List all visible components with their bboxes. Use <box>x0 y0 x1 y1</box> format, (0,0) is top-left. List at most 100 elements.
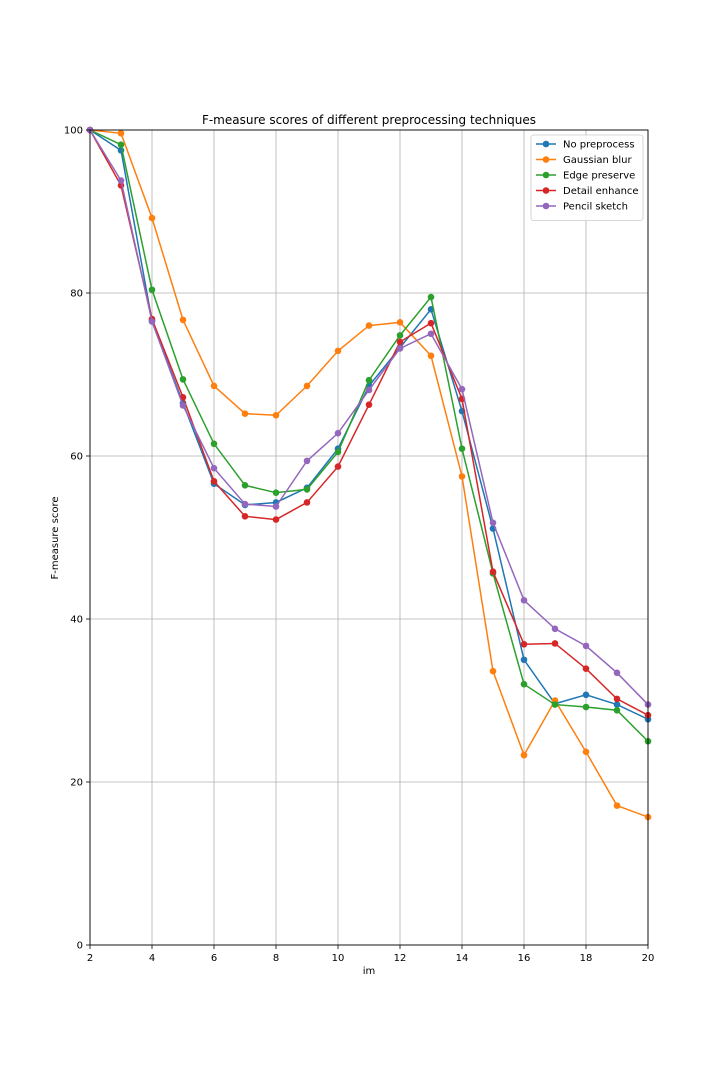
plot-frame <box>89 129 649 946</box>
data-point-gaussian-blur <box>520 751 528 759</box>
data-point-no-preprocess <box>520 656 528 664</box>
data-point-pencil-sketch <box>148 318 156 325</box>
data-point-pencil-sketch <box>427 330 435 338</box>
data-point-gaussian-blur <box>148 214 156 222</box>
series-layer <box>86 126 652 821</box>
data-point-edge-preserve <box>458 445 466 452</box>
data-point-gaussian-blur <box>334 347 342 355</box>
data-point-detail-enhance <box>241 513 249 520</box>
data-point-gaussian-blur <box>272 411 280 419</box>
data-point-detail-enhance <box>396 338 404 346</box>
data-point-detail-enhance <box>210 477 218 485</box>
data-point-no-preprocess <box>613 701 621 708</box>
tick-layer: 2 4 6 8 10 12 14 16 18 20 0 20 40 60 80 100 <box>64 126 654 965</box>
y-tick-label: 0 <box>77 941 83 952</box>
data-point-pencil-sketch <box>458 385 466 393</box>
legend: No preprocess Gaussian blur Edge preserve D… <box>530 134 644 221</box>
data-point-gaussian-blur <box>179 316 187 324</box>
legend-label: Edge preserve <box>563 171 635 182</box>
legend-swatch-marker <box>542 156 550 163</box>
data-point-detail-enhance <box>427 319 435 327</box>
series-line-gaussian-blur <box>89 129 649 818</box>
data-point-pencil-sketch <box>551 625 559 633</box>
data-point-pencil-sketch <box>272 503 280 510</box>
data-point-pencil-sketch <box>582 642 590 650</box>
legend-label: No preprocess <box>563 140 635 151</box>
legend-item: Detail enhance <box>536 186 639 197</box>
data-point-edge-preserve <box>551 701 559 708</box>
x-tick-label: 20 <box>642 953 655 964</box>
legend-label: Detail enhance <box>563 186 639 197</box>
data-point-pencil-sketch <box>210 464 218 472</box>
data-point-detail-enhance <box>272 516 280 523</box>
data-point-detail-enhance <box>613 695 621 703</box>
data-point-edge-preserve <box>365 376 373 384</box>
series-gaussian-blur <box>86 126 652 821</box>
data-point-gaussian-blur <box>365 322 373 329</box>
data-point-detail-enhance <box>489 568 497 576</box>
x-tick-label: 4 <box>149 953 155 964</box>
legend-label: Pencil sketch <box>563 202 628 213</box>
y-tick-label: 60 <box>70 452 83 463</box>
x-tick-label: 10 <box>332 953 345 964</box>
data-point-gaussian-blur <box>241 410 249 417</box>
data-point-edge-preserve <box>179 376 187 383</box>
x-tick-label: 8 <box>273 953 279 964</box>
series-line-edge-preserve <box>89 129 649 742</box>
legend-item: No preprocess <box>536 140 635 151</box>
data-point-pencil-sketch <box>365 386 373 394</box>
data-point-gaussian-blur <box>613 802 621 809</box>
data-point-pencil-sketch <box>334 429 342 437</box>
data-point-pencil-sketch <box>396 345 404 352</box>
chart-title: F-measure scores of different preprocess… <box>202 113 536 127</box>
data-point-edge-preserve <box>396 332 404 339</box>
data-point-pencil-sketch <box>117 177 125 184</box>
y-tick-label: 40 <box>70 615 83 626</box>
legend-item: Pencil sketch <box>536 202 628 213</box>
data-point-edge-preserve <box>117 141 125 148</box>
data-point-pencil-sketch <box>520 596 528 604</box>
data-point-edge-preserve <box>241 482 249 489</box>
data-point-edge-preserve <box>210 440 218 448</box>
data-point-edge-preserve <box>334 448 342 456</box>
data-point-gaussian-blur <box>396 319 404 326</box>
data-point-gaussian-blur <box>210 382 218 390</box>
data-point-edge-preserve <box>520 680 528 688</box>
data-point-pencil-sketch <box>241 500 249 508</box>
data-point-pencil-sketch <box>489 519 497 527</box>
data-point-edge-preserve <box>582 703 590 711</box>
data-point-edge-preserve <box>427 293 435 301</box>
data-point-detail-enhance <box>520 640 528 648</box>
data-point-no-preprocess <box>582 691 590 699</box>
data-point-gaussian-blur <box>489 667 497 675</box>
legend-swatch-marker <box>542 187 550 194</box>
legend-swatch-marker <box>542 171 550 179</box>
data-point-edge-preserve <box>613 706 621 714</box>
x-tick-label: 18 <box>580 953 593 964</box>
legend-box <box>530 134 644 221</box>
x-tick-label: 16 <box>518 953 531 964</box>
x-tick-label: 2 <box>87 953 93 964</box>
legend-item: Edge preserve <box>536 171 635 182</box>
data-point-pencil-sketch <box>179 402 187 409</box>
legend-label: Gaussian blur <box>563 155 633 166</box>
y-axis-label: F-measure score <box>50 496 61 579</box>
x-tick-label: 14 <box>456 953 469 964</box>
data-point-detail-enhance <box>582 665 590 673</box>
data-point-detail-enhance <box>334 463 342 470</box>
data-point-edge-preserve <box>272 489 280 496</box>
legend-swatch-marker <box>542 202 550 210</box>
y-tick-label: 20 <box>70 778 83 789</box>
data-point-edge-preserve <box>148 286 156 294</box>
data-point-detail-enhance <box>365 401 373 408</box>
x-tick-label: 6 <box>211 953 217 964</box>
legend-swatch-marker <box>542 140 550 148</box>
data-point-gaussian-blur <box>427 352 435 360</box>
y-tick-label: 100 <box>64 126 83 137</box>
y-tick-label: 80 <box>70 289 83 300</box>
legend-item: Gaussian blur <box>536 155 633 166</box>
data-point-gaussian-blur <box>458 473 466 480</box>
x-axis-label: im <box>363 966 376 977</box>
data-point-edge-preserve <box>303 486 311 493</box>
